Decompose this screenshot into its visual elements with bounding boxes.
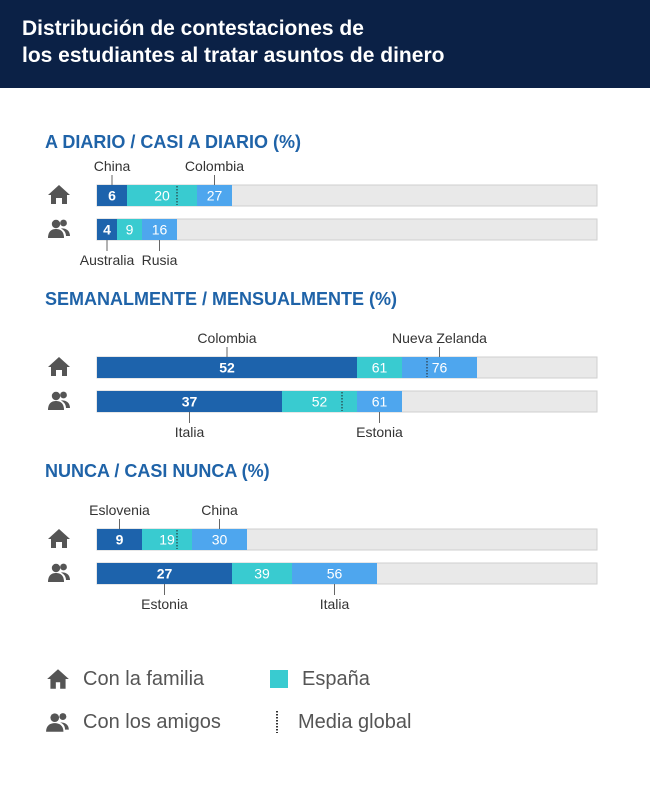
min-country-label: Australia — [80, 252, 135, 268]
legend-spain: España — [270, 666, 370, 692]
max-country-label: Rusia — [142, 252, 178, 268]
min-country-label: Estonia — [141, 596, 188, 612]
legend-average-marker — [276, 711, 278, 733]
legend-friends-label: Con los amigos — [83, 710, 221, 733]
bar-segment-max-label: 56 — [327, 566, 343, 582]
legend-average-label: Media global — [298, 710, 412, 733]
people-icon — [48, 219, 70, 238]
house-icon — [47, 669, 69, 689]
legend-family-label: Con la familia — [83, 667, 205, 690]
bar-segment-max — [292, 563, 377, 584]
bar-segment-max-label: 27 — [207, 188, 223, 204]
bar-segment-max-label: 76 — [432, 360, 448, 376]
section-title: A DIARIO / CASI A DIARIO (%) — [45, 132, 301, 152]
bar-segment-min — [97, 357, 357, 378]
people-icon — [48, 391, 70, 410]
bar-segment-min-label: 27 — [157, 566, 173, 582]
chart-title: Distribución de contestaciones de los es… — [22, 17, 445, 67]
bar-segment-max — [142, 219, 177, 240]
header-banner: Distribución de contestaciones de los es… — [0, 0, 650, 88]
bar-segment-min — [97, 563, 232, 584]
legend-spain-swatch — [270, 670, 288, 688]
min-country-label: Italia — [175, 424, 205, 440]
bar-segment-spain — [127, 185, 197, 206]
bar-segment-min — [97, 391, 282, 412]
legend-friends: Con los amigos — [45, 709, 221, 735]
bar-segment-max — [402, 357, 477, 378]
bar-segment-min — [97, 529, 142, 550]
bar-segment-min-label: 6 — [108, 188, 116, 204]
max-country-label: Nueva Zelanda — [392, 330, 487, 346]
bar-segment-spain — [232, 563, 292, 584]
bar-segment-min — [97, 185, 127, 206]
section-title: NUNCA / CASI NUNCA (%) — [45, 461, 270, 481]
house-icon — [48, 357, 70, 376]
bar-segment-spain — [282, 391, 357, 412]
bar-segment-max — [192, 529, 247, 550]
bar-segment-min-label: 37 — [182, 394, 198, 410]
legend-spain-label: España — [302, 667, 370, 690]
bar-segment-max — [357, 391, 402, 412]
house-icon — [48, 529, 70, 548]
bar-segment-min-label: 4 — [103, 222, 111, 238]
house-icon — [48, 185, 70, 204]
bar-segment-min-label: 52 — [219, 360, 235, 376]
min-country-label: Eslovenia — [89, 502, 150, 518]
bar-segment-spain-label: 20 — [154, 188, 170, 204]
min-country-label: Colombia — [197, 330, 256, 346]
people-icon — [48, 563, 70, 582]
bar-segment-spain-label: 9 — [126, 222, 134, 238]
max-country-label: Colombia — [185, 158, 244, 174]
min-country-label: China — [94, 158, 131, 174]
bar-segment-spain-label: 39 — [254, 566, 270, 582]
bar-segment-spain — [142, 529, 192, 550]
bar-segment-max-label: 16 — [152, 222, 168, 238]
bar-segment-spain — [357, 357, 402, 378]
chart-area: A DIARIO / CASI A DIARIO (%) 6 20 27 China Co… — [45, 132, 598, 612]
bar-segment-min-label: 9 — [116, 532, 124, 548]
bar-segment-min — [97, 219, 117, 240]
bar-segment-spain-label: 52 — [312, 394, 328, 410]
people-icon — [46, 713, 69, 732]
bar-segment-spain-label: 19 — [159, 532, 175, 548]
bar-segment-spain — [117, 219, 142, 240]
bar-segment-spain-label: 61 — [372, 360, 388, 376]
bar-segment-max-label: 61 — [372, 394, 388, 410]
max-country-label: Estonia — [356, 424, 403, 440]
section-title: SEMANALMENTE / MENSUALMENTE (%) — [45, 289, 397, 309]
max-country-label: China — [201, 502, 238, 518]
max-country-label: Italia — [320, 596, 350, 612]
legend-average: Media global — [276, 709, 411, 735]
legend-family: Con la familia — [45, 666, 204, 692]
bar-segment-max — [197, 185, 232, 206]
bar-segment-max-label: 30 — [212, 532, 228, 548]
